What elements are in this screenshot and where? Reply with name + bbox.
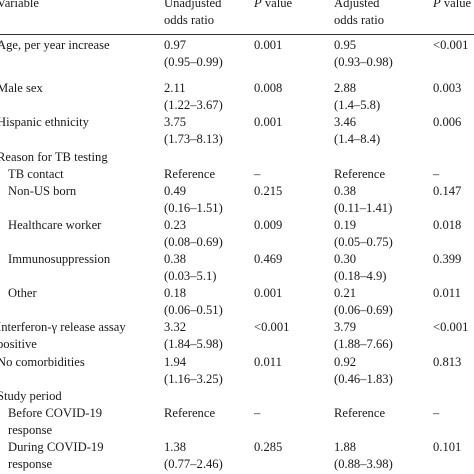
row-label: Study period: [0, 389, 62, 403]
unadjusted-odds-ratio: 3.32: [164, 320, 187, 334]
unadjusted-confidence-interval: (1.22–3.67): [164, 98, 223, 112]
unadjusted-odds-ratio: 2.11: [164, 81, 186, 95]
header-adjusted-line1: Adjusted: [334, 0, 380, 10]
row-label: response: [8, 457, 53, 471]
unadjusted-p-value: –: [254, 167, 261, 181]
unadjusted-confidence-interval: (1.73–8.13): [164, 132, 223, 146]
adjusted-p-value: 0.147: [433, 184, 462, 198]
unadjusted-p-value: <0.001: [254, 320, 290, 334]
adjusted-confidence-interval: (0.05–0.75): [334, 235, 393, 249]
row-label: Interferon-γ release assay: [0, 320, 126, 334]
adjusted-odds-ratio: Reference: [334, 167, 386, 181]
header-p-rest: value: [440, 0, 472, 10]
adjusted-odds-ratio: 0.92: [334, 355, 357, 369]
unadjusted-odds-ratio: 0.49: [164, 184, 187, 198]
unadjusted-p-value: 0.469: [254, 252, 283, 266]
unadjusted-odds-ratio: 1.94: [164, 355, 187, 369]
adjusted-odds-ratio: 0.19: [334, 218, 357, 232]
header-p-rest: value: [261, 0, 293, 10]
row-label: response: [8, 423, 53, 437]
adjusted-odds-ratio: 0.95: [334, 38, 357, 52]
row-label: Other: [8, 286, 37, 300]
row-label: TB contact: [8, 167, 64, 181]
header-p-value-unadjusted: P value: [254, 0, 292, 12]
adjusted-confidence-interval: (0.93–0.98): [334, 55, 393, 69]
unadjusted-odds-ratio: 1.38: [164, 440, 187, 454]
row-label: Immunosuppression: [8, 252, 111, 266]
adjusted-confidence-interval: (1.4–8.4): [334, 132, 381, 146]
row-label: Healthcare worker: [8, 218, 102, 232]
header-variable: Variable: [0, 0, 39, 10]
adjusted-odds-ratio: 0.38: [334, 184, 357, 198]
header-p-italic: P: [254, 0, 262, 10]
row-label: Reason for TB testing: [0, 150, 108, 164]
adjusted-p-value: 0.101: [433, 440, 462, 454]
adjusted-odds-ratio: Reference: [334, 406, 386, 420]
adjusted-confidence-interval: (0.18–4.9): [334, 269, 387, 283]
adjusted-p-value: –: [433, 406, 440, 420]
unadjusted-p-value: 0.008: [254, 81, 283, 95]
adjusted-odds-ratio: 3.79: [334, 320, 357, 334]
unadjusted-odds-ratio: Reference: [164, 167, 216, 181]
header-unadjusted-line2: odds ratio: [164, 13, 215, 27]
adjusted-odds-ratio: 0.30: [334, 252, 357, 266]
adjusted-odds-ratio: 1.88: [334, 440, 357, 454]
row-label: Hispanic ethnicity: [0, 115, 89, 129]
adjusted-confidence-interval: (0.06–0.69): [334, 303, 393, 317]
unadjusted-confidence-interval: (0.77–2.46): [164, 457, 223, 471]
unadjusted-odds-ratio: 3.75: [164, 115, 187, 129]
row-label: No comorbidities: [0, 355, 85, 369]
unadjusted-confidence-interval: (0.95–0.99): [164, 55, 223, 69]
adjusted-confidence-interval: (0.46–1.83): [334, 372, 393, 386]
unadjusted-odds-ratio: 0.18: [164, 286, 187, 300]
header-adjusted-line2: odds ratio: [334, 13, 385, 27]
unadjusted-confidence-interval: (0.06–0.51): [164, 303, 223, 317]
unadjusted-confidence-interval: (0.16–1.51): [164, 201, 223, 215]
adjusted-p-value: 0.018: [433, 218, 462, 232]
adjusted-p-value: <0.001: [433, 320, 469, 334]
adjusted-p-value: –: [433, 167, 440, 181]
row-label: Non-US born: [8, 184, 77, 198]
row-label: During COVID-19: [8, 440, 104, 454]
header-p-italic: P: [433, 0, 441, 10]
unadjusted-p-value: 0.009: [254, 218, 283, 232]
adjusted-confidence-interval: (0.88–3.98): [334, 457, 393, 471]
unadjusted-odds-ratio: 0.38: [164, 252, 187, 266]
unadjusted-p-value: 0.001: [254, 115, 283, 129]
unadjusted-odds-ratio: 0.23: [164, 218, 187, 232]
unadjusted-confidence-interval: (0.08–0.69): [164, 235, 223, 249]
adjusted-p-value: 0.813: [433, 355, 462, 369]
adjusted-odds-ratio: 0.21: [334, 286, 357, 300]
table-header-rule: [0, 34, 474, 35]
adjusted-confidence-interval: (0.11–1.41): [334, 201, 393, 215]
adjusted-confidence-interval: (1.88–7.66): [334, 337, 393, 351]
adjusted-p-value: 0.003: [433, 81, 462, 95]
unadjusted-p-value: 0.285: [254, 440, 283, 454]
adjusted-p-value: 0.011: [433, 286, 461, 300]
unadjusted-p-value: 0.011: [254, 355, 282, 369]
unadjusted-p-value: 0.001: [254, 38, 283, 52]
row-label: Age, per year increase: [0, 38, 110, 52]
header-unadjusted-line1: Unadjusted: [164, 0, 222, 10]
adjusted-p-value: 0.006: [433, 115, 462, 129]
unadjusted-p-value: 0.001: [254, 286, 283, 300]
adjusted-confidence-interval: (1.4–5.8): [334, 98, 381, 112]
adjusted-odds-ratio: 2.88: [334, 81, 357, 95]
unadjusted-confidence-interval: (0.03–5.1): [164, 269, 217, 283]
unadjusted-p-value: 0.215: [254, 184, 283, 198]
unadjusted-odds-ratio: Reference: [164, 406, 216, 420]
header-p-value-adjusted: P value: [433, 0, 471, 12]
row-label: Male sex: [0, 81, 43, 95]
adjusted-p-value: <0.001: [433, 38, 469, 52]
unadjusted-p-value: –: [254, 406, 261, 420]
adjusted-odds-ratio: 3.46: [334, 115, 357, 129]
row-label: Before COVID-19: [8, 406, 103, 420]
unadjusted-confidence-interval: (1.84–5.98): [164, 337, 223, 351]
unadjusted-odds-ratio: 0.97: [164, 38, 187, 52]
adjusted-p-value: 0.399: [433, 252, 462, 266]
unadjusted-confidence-interval: (1.16–3.25): [164, 372, 223, 386]
row-label: positive: [0, 337, 37, 351]
